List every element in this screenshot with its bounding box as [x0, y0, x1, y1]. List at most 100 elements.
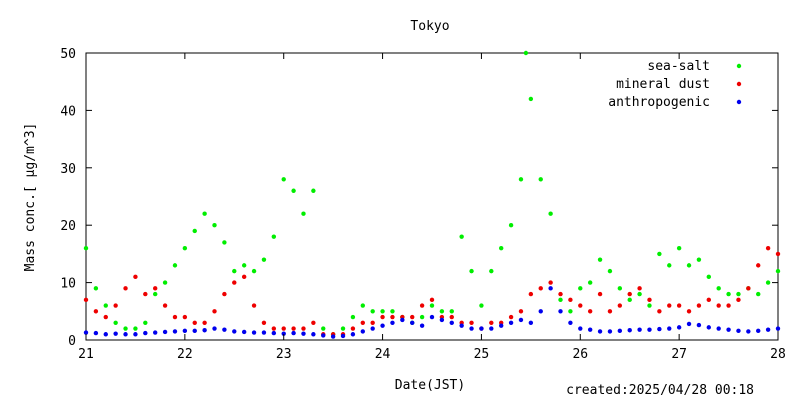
data-point: [716, 286, 721, 291]
data-point: [212, 309, 217, 314]
data-point: [607, 329, 613, 334]
data-point: [568, 320, 573, 325]
data-point: [222, 240, 227, 245]
data-point: [123, 326, 128, 331]
data-point: [261, 330, 267, 335]
data-point: [172, 263, 178, 268]
y-axis-label: Mass conc.[ μg/m^3]: [23, 123, 38, 272]
data-point: [439, 309, 445, 314]
data-point: [657, 309, 662, 314]
data-point: [350, 326, 356, 331]
data-point: [232, 268, 237, 274]
data-point: [469, 268, 474, 274]
data-point: [162, 329, 168, 335]
data-point: [528, 320, 534, 325]
data-point: [380, 323, 385, 328]
data-point: [489, 268, 494, 274]
data-point: [716, 326, 721, 331]
data-point: [667, 263, 672, 268]
x-tick-label: 27: [671, 347, 687, 362]
data-point: [192, 328, 197, 334]
data-point: [765, 245, 771, 251]
data-point: [578, 326, 583, 331]
data-point: [706, 325, 711, 330]
data-point: [261, 257, 267, 262]
data-point: [499, 245, 504, 251]
data-point: [162, 303, 168, 308]
data-point: [182, 245, 188, 251]
data-point: [607, 268, 613, 274]
data-point: [340, 326, 346, 331]
data-point: [607, 309, 613, 314]
data-point: [627, 297, 632, 303]
data-point: [617, 303, 623, 308]
data-point: [765, 280, 771, 285]
data-point: [716, 303, 721, 308]
data-point: [222, 291, 227, 297]
data-point: [518, 317, 524, 323]
data-point: [518, 177, 524, 182]
data-point: [143, 320, 148, 325]
data-point: [291, 330, 296, 336]
data-point: [83, 297, 89, 303]
data-point: [587, 280, 593, 285]
series-mineral-dust: [83, 245, 781, 337]
data-point: [162, 280, 168, 285]
data-point: [301, 331, 306, 336]
x-tick-label: 21: [78, 347, 94, 362]
data-point: [360, 329, 365, 334]
data-point: [647, 297, 652, 303]
x-tick-label: 26: [572, 347, 588, 362]
data-point: [548, 211, 553, 216]
data-point: [350, 314, 356, 320]
data-point: [617, 328, 623, 334]
data-point: [548, 286, 553, 291]
data-point: [360, 320, 365, 325]
data-point: [311, 320, 316, 325]
plot-frame: [85, 52, 779, 341]
data-point: [459, 234, 464, 239]
data-point: [360, 303, 365, 308]
data-point: [449, 314, 454, 320]
data-point: [647, 327, 652, 332]
data-point: [93, 309, 99, 314]
data-point: [133, 332, 138, 337]
data-point: [113, 331, 118, 336]
data-point: [291, 326, 296, 331]
data-point: [172, 314, 178, 320]
data-point: [340, 333, 346, 339]
data-point: [311, 188, 316, 193]
legend-marker: [736, 63, 742, 69]
data-point: [113, 320, 118, 325]
data-point: [558, 309, 563, 314]
data-point: [143, 330, 148, 336]
data-point: [775, 251, 781, 257]
data-point: [676, 325, 682, 330]
data-point: [123, 286, 128, 291]
data-point: [746, 286, 751, 291]
series-sea-salt: [83, 50, 781, 337]
data-point: [202, 328, 207, 333]
data-point: [765, 327, 771, 332]
data-point: [390, 309, 395, 314]
data-point: [578, 286, 583, 291]
data-point: [83, 330, 89, 335]
data-point: [439, 317, 445, 323]
data-point: [301, 211, 306, 216]
data-point: [251, 268, 257, 274]
data-point: [538, 177, 543, 182]
data-point: [578, 303, 583, 308]
data-point: [202, 320, 207, 325]
x-tick-label: 28: [770, 347, 786, 362]
data-point: [597, 291, 603, 297]
data-point: [410, 320, 415, 325]
data-point: [330, 334, 336, 339]
x-tick-label: 24: [375, 347, 391, 362]
data-point: [429, 297, 435, 303]
data-point: [508, 223, 514, 228]
data-point: [756, 263, 761, 268]
data-point: [202, 211, 207, 216]
data-point: [153, 330, 158, 335]
data-point: [479, 303, 484, 308]
